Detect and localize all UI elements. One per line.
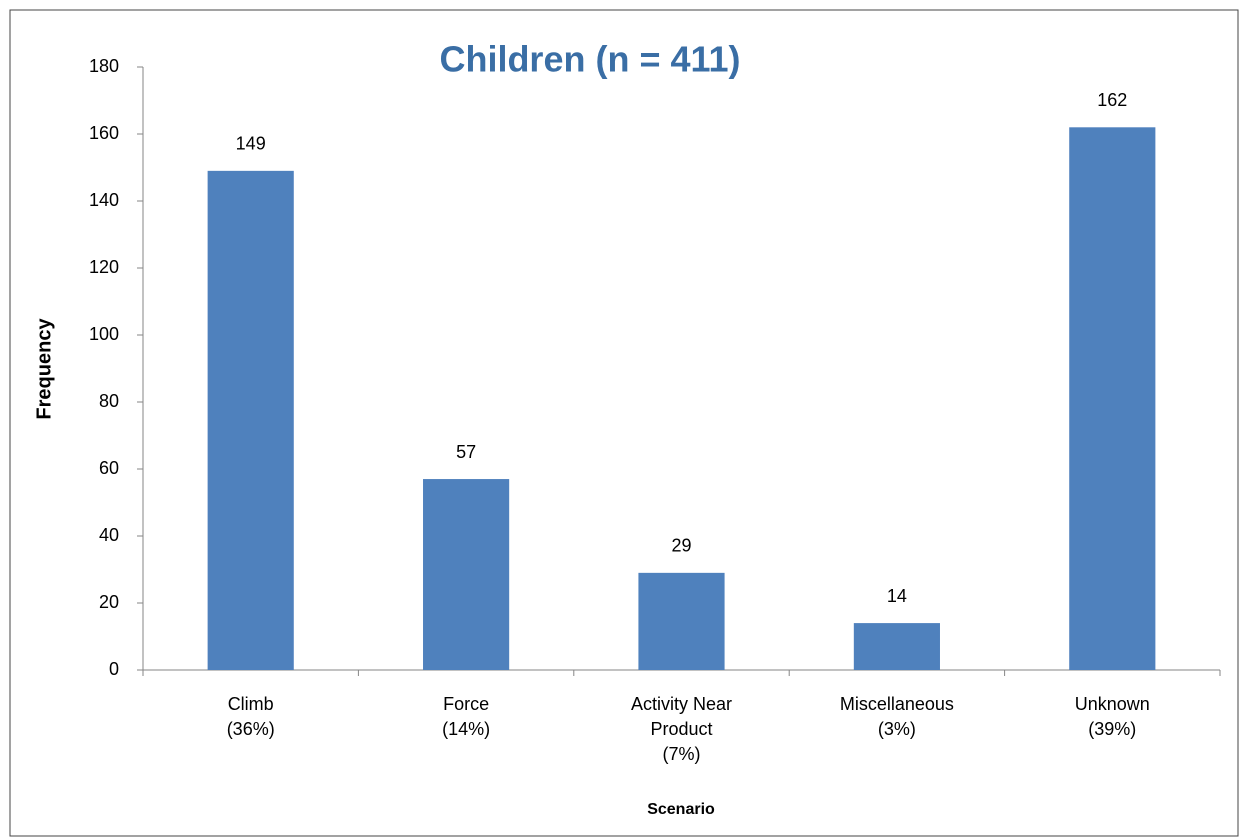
x-tick-label: Miscellaneous [840,694,954,714]
data-label: 149 [236,134,266,154]
data-label: 14 [887,586,907,606]
bar [207,170,294,670]
x-axis-label: Scenario [647,801,715,818]
y-tick-label: 20 [99,592,119,612]
x-tick-label: (36%) [227,719,275,739]
x-tick-label: (3%) [878,719,916,739]
y-tick-label: 160 [89,123,119,143]
y-tick-label: 80 [99,391,119,411]
y-tick-label: 120 [89,257,119,277]
data-label: 162 [1097,90,1127,110]
x-tick-label: (39%) [1088,719,1136,739]
x-tick-label: (7%) [662,744,700,764]
x-tick-label: Force [443,694,489,714]
x-tick-label: (14%) [442,719,490,739]
bar [853,623,940,670]
y-tick-label: 180 [89,56,119,76]
bar [638,572,725,670]
x-tick-label: Activity Near [631,694,732,714]
y-tick-label: 40 [99,525,119,545]
data-label: 29 [671,536,691,556]
y-tick-label: 60 [99,458,119,478]
x-tick-label: Product [650,719,712,739]
chart-title: Children (n = 411) [439,39,740,80]
y-tick-label: 100 [89,324,119,344]
bar [1069,127,1156,671]
x-tick-label: Unknown [1075,694,1150,714]
x-tick-label: Climb [228,694,274,714]
bar [423,479,510,670]
data-label: 57 [456,442,476,462]
chart-border [9,9,1239,837]
y-tick-label: 140 [89,190,119,210]
y-axis-label: Frequency [33,318,55,420]
y-tick-label: 0 [109,659,119,679]
